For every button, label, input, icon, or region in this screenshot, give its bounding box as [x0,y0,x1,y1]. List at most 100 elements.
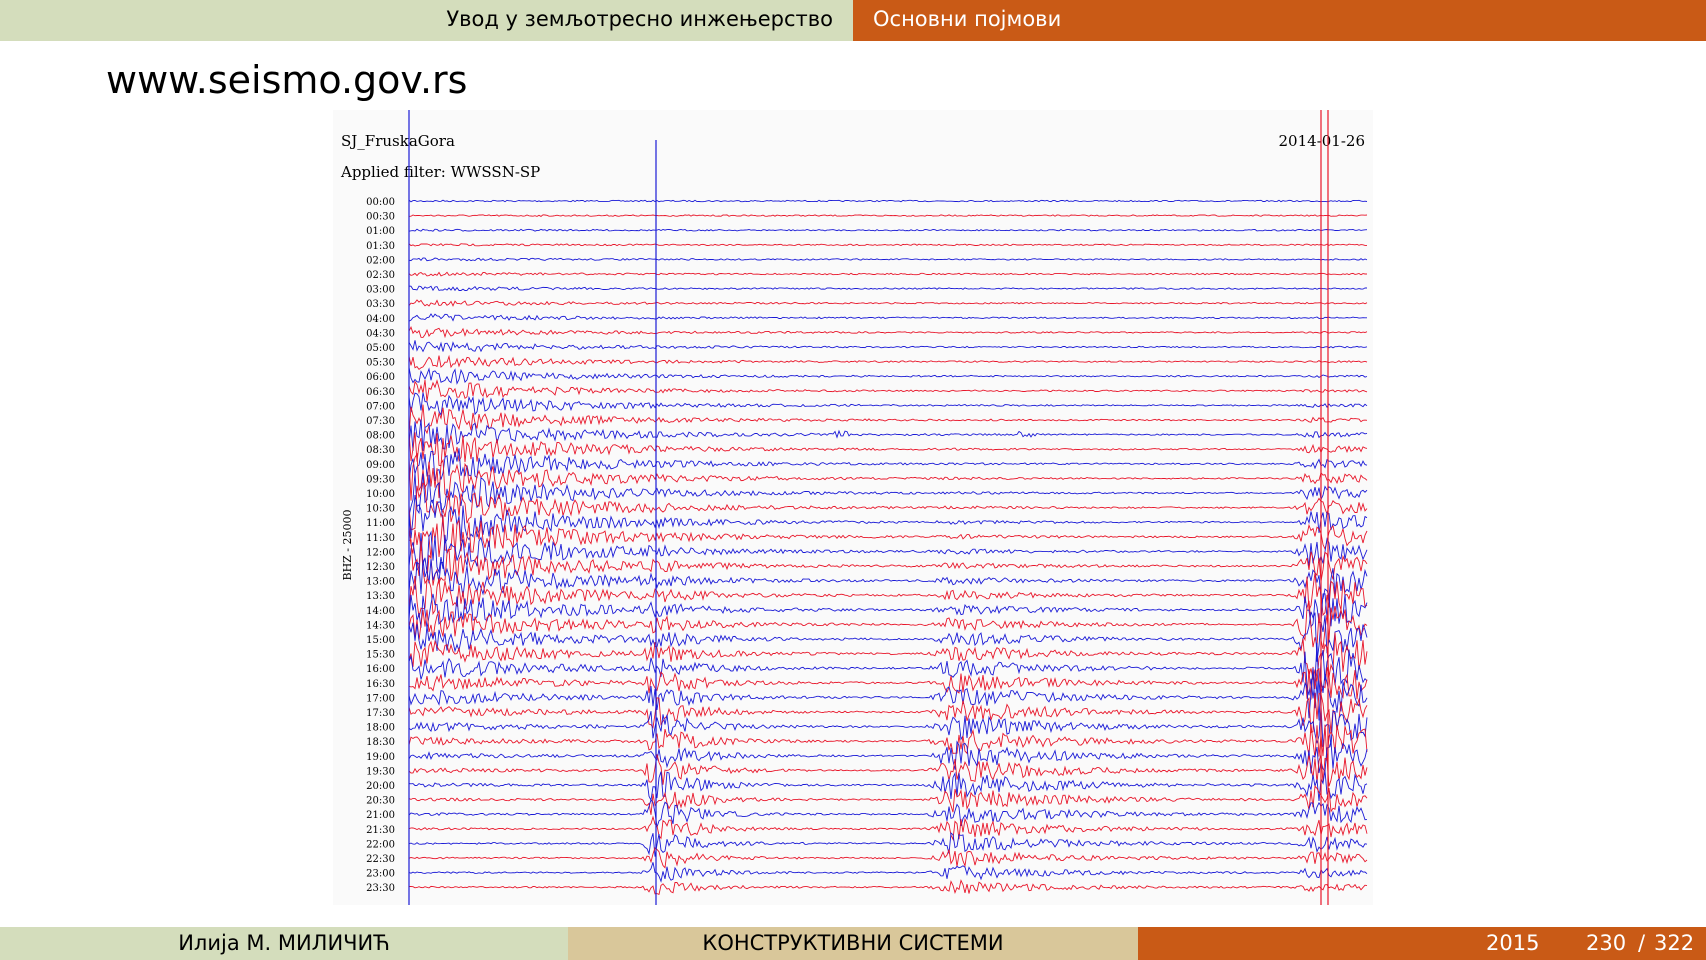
trace-line [408,632,1368,683]
time-label: 22:30 [366,854,395,865]
trace-line [408,847,1368,869]
trace-line [408,404,1368,436]
time-label: 18:30 [366,737,395,748]
time-label: 11:30 [366,533,395,544]
trace-line [408,257,1368,262]
trace-line [408,600,1368,650]
trace-line [408,643,1368,699]
header-bar: Увод у земљотресно инжењерство Основни п… [0,0,1706,41]
footer-author: Илија М. МИЛИЧИЋ [0,927,568,960]
time-label: 12:00 [366,547,395,558]
time-label: 01:00 [366,226,395,237]
trace-line [408,832,1368,857]
seismogram-figure: SJ_FruskaGora 2014-01-26 Applied filter:… [333,110,1373,905]
trace-line [408,199,1368,203]
time-label: 22:00 [366,839,395,850]
trace-line [408,367,1368,385]
trace-line [408,271,1367,277]
trace-line [408,572,1368,618]
time-label: 11:00 [366,518,395,529]
time-label: 17:00 [366,693,395,704]
time-label: 07:00 [366,401,395,412]
footer-bar: Илија М. МИЛИЧИЋ КОНСТРУКТИВНИ СИСТЕМИ 2… [0,927,1706,960]
trace-line [408,815,1368,841]
trace-line [408,862,1368,883]
trace-line [408,559,1368,601]
trace-line [408,515,1368,560]
footer-page-number: 230 [1586,931,1627,955]
time-label: 21:30 [366,825,395,836]
time-label: 04:30 [366,328,395,339]
trace-line [408,214,1368,217]
time-label: 17:30 [366,708,395,719]
footer-right: 2015 230 / 322 [1138,927,1706,960]
time-label: 05:00 [366,343,395,354]
time-label: 04:00 [366,314,395,325]
trace-line [408,692,1368,733]
time-label: 06:30 [366,387,395,398]
trace-line [408,430,1368,467]
station-label: SJ_FruskaGora [341,132,455,150]
trace-line [408,740,1368,774]
trace-line [408,482,1368,531]
trace-line [408,593,1368,629]
time-label: 05:30 [366,358,395,369]
time-label: 08:30 [366,445,395,456]
time-label: 16:00 [366,664,395,675]
time-label: 02:30 [366,270,395,281]
time-label: 03:00 [366,285,395,296]
trace-line [408,379,1368,402]
footer-course: КОНСТРУКТИВНИ СИСТЕМИ [568,927,1138,960]
time-label: 10:00 [366,489,395,500]
time-label: 19:30 [366,766,395,777]
trace-line [408,879,1368,896]
time-label: 15:00 [366,635,395,646]
trace-line [408,448,1368,482]
frame-title: www.seismo.gov.rs [106,58,468,102]
header-subsection-title[interactable]: Основни појмови [853,0,1706,41]
time-label: 01:30 [366,241,395,252]
seismogram-svg: SJ_FruskaGora 2014-01-26 Applied filter:… [340,110,1368,905]
time-label: 13:00 [366,577,395,588]
time-label: 06:00 [366,372,395,383]
trace-line [408,666,1368,700]
time-label: 20:30 [366,796,395,807]
axis-label: BHZ - 25000 [341,509,354,580]
trace-line [408,611,1368,662]
trace-line [408,754,1368,787]
footer-page-total: 322 [1654,931,1695,955]
trace-line [408,472,1368,516]
trace-line [408,705,1368,748]
trace-line [408,495,1368,545]
trace-line [408,285,1368,292]
time-label: 14:30 [366,620,395,631]
footer-year: 2015 [1486,931,1540,955]
time-label: 23:00 [366,869,395,880]
trace-line [408,228,1368,232]
date-label: 2014-01-26 [1279,132,1365,150]
time-label: 19:00 [366,752,395,763]
time-label: 16:30 [366,679,395,690]
trace-line [408,326,1368,339]
time-label: 00:30 [366,212,395,223]
time-label: 07:30 [366,416,395,427]
time-label: 09:30 [366,474,395,485]
time-label: 00:00 [366,197,395,208]
time-label: 08:00 [366,431,395,442]
time-label: 10:30 [366,504,395,515]
trace-line [408,668,1368,721]
trace-line [408,724,1368,762]
header-section-title[interactable]: Увод у земљотресно инжењерство [0,0,853,41]
time-label: 12:30 [366,562,395,573]
trace-line [408,798,1368,828]
trace-line [408,299,1368,307]
trace-line [408,785,1368,815]
time-label: 23:30 [366,883,395,894]
trace-line [408,354,1368,371]
trace-line [408,539,1368,586]
time-label: 18:00 [366,723,395,734]
trace-line [408,392,1368,417]
time-label: 13:30 [366,591,395,602]
time-label: 03:30 [366,299,395,310]
time-label: 15:30 [366,650,395,661]
